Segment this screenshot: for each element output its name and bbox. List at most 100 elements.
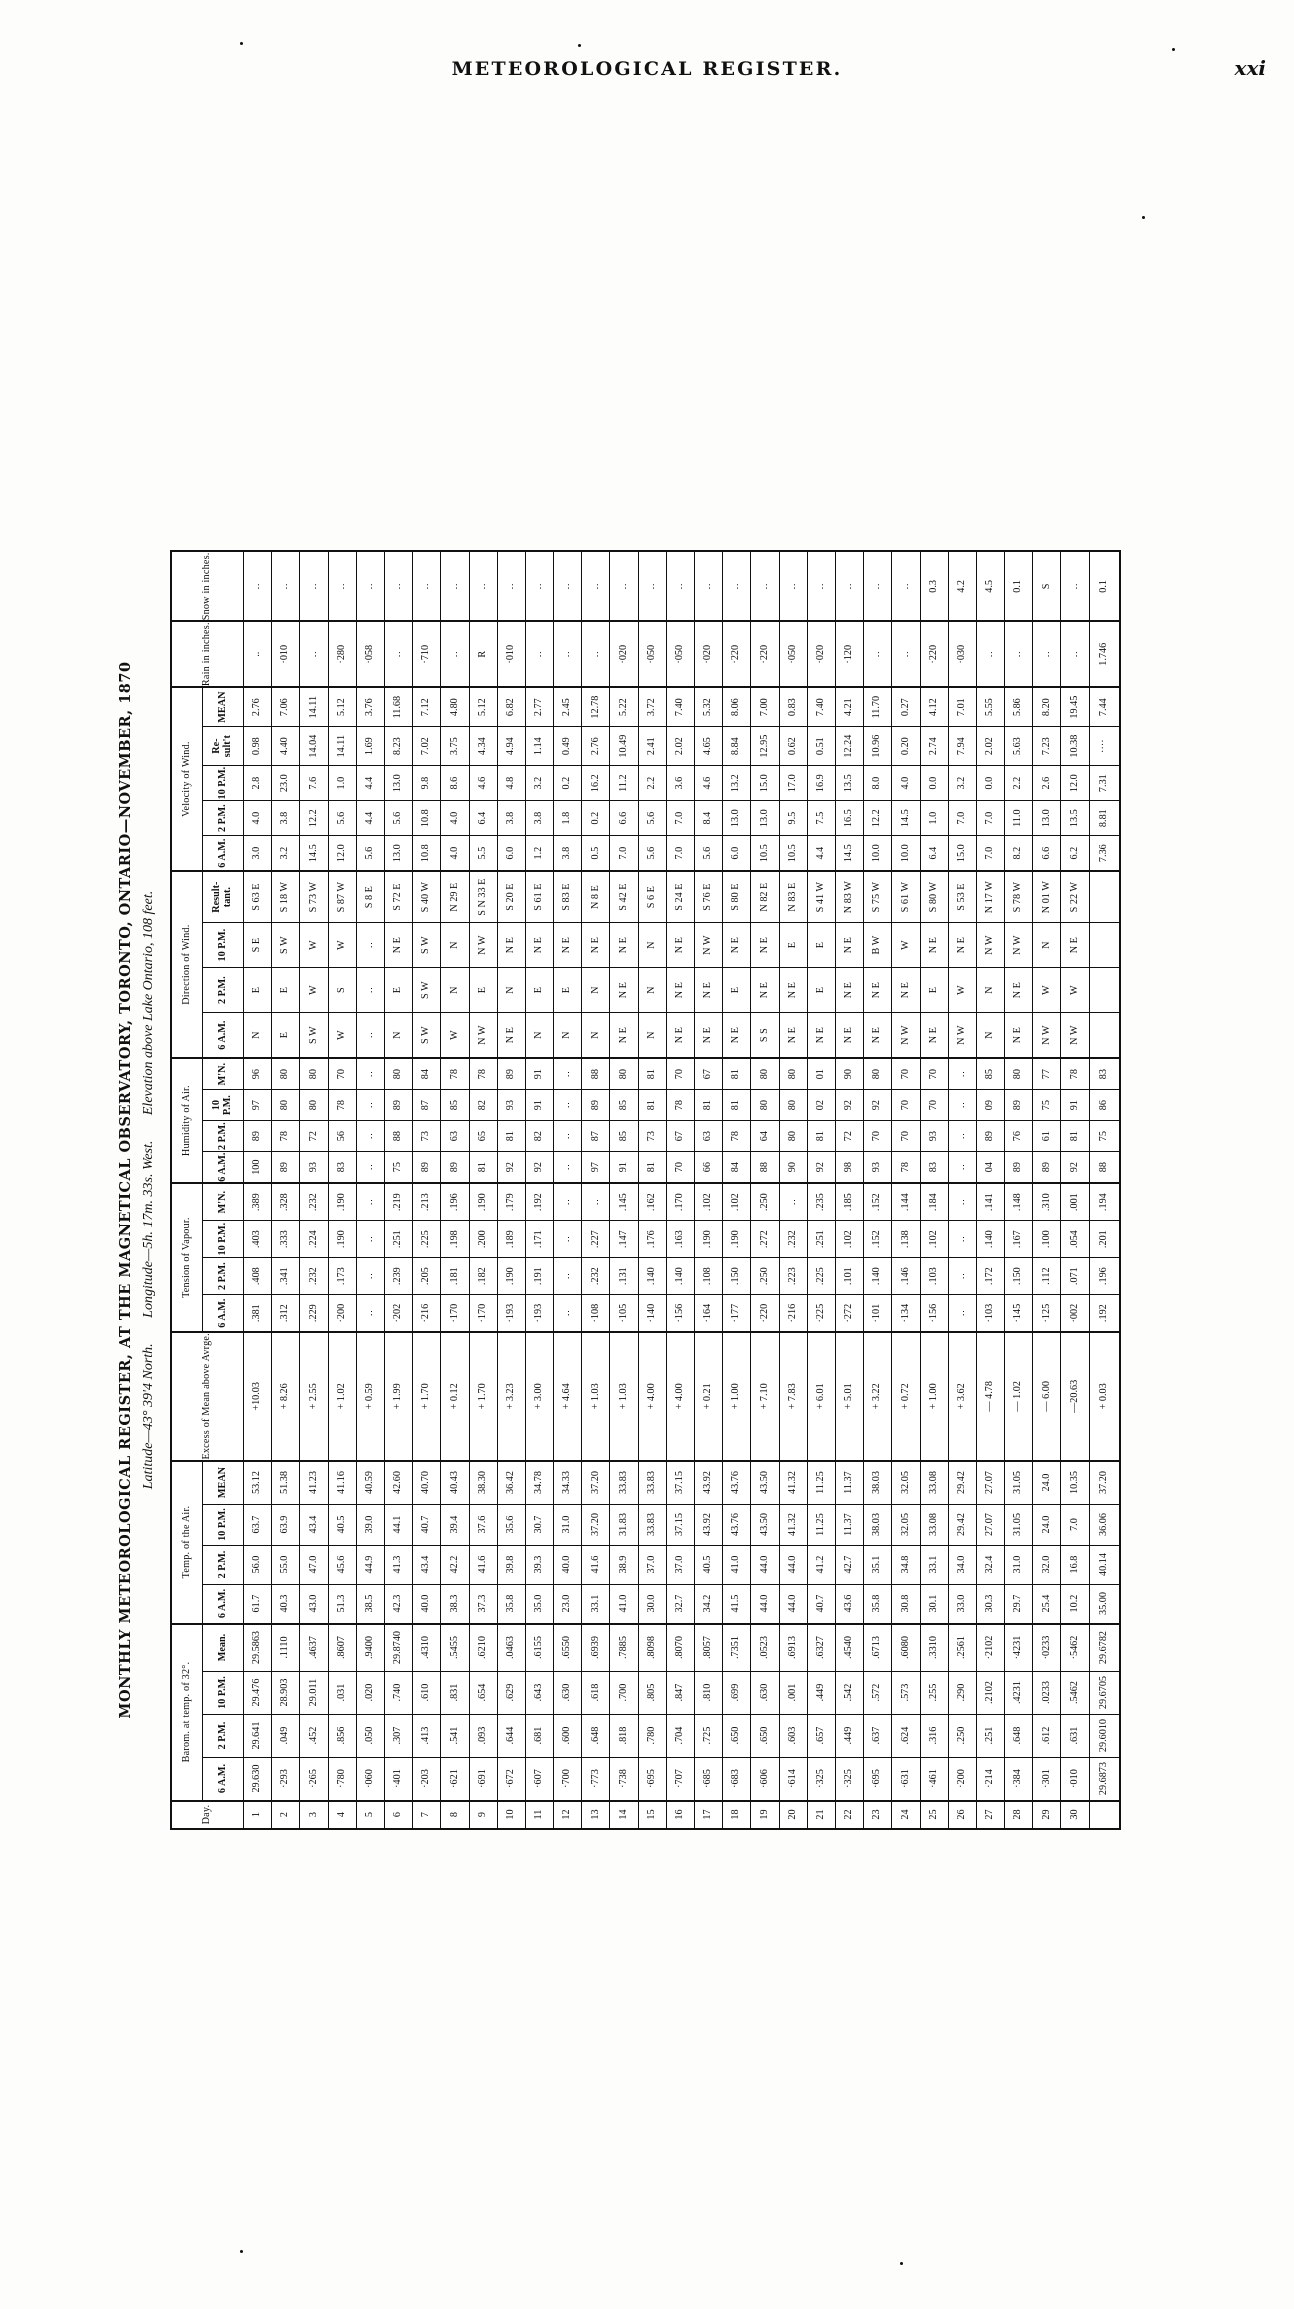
summary-cell: 29.6705 xyxy=(1089,1671,1120,1715)
table-cell: S 18 W xyxy=(271,871,300,923)
table-cell: ‥ xyxy=(553,1257,582,1295)
table-cell: 39.3 xyxy=(525,1545,554,1585)
table-cell: ‥ xyxy=(553,1058,582,1090)
summary-cell: 7.31 xyxy=(1089,765,1120,801)
table-cell: 63 xyxy=(440,1120,469,1152)
table-cell: .700 xyxy=(609,1671,639,1715)
table-cell: ·695 xyxy=(863,1757,892,1801)
table-cell: N 82 E xyxy=(750,871,780,923)
table-cell: ‥ xyxy=(299,551,329,622)
table-cell: ‥ xyxy=(469,551,498,622)
table-cell: .542 xyxy=(835,1671,864,1715)
latitude-text: Latitude—43° 39'4 North. xyxy=(141,1343,156,1490)
table-cell: 1.2 xyxy=(525,835,554,872)
table-cell: ·120 xyxy=(835,621,864,688)
table-cell: 81 xyxy=(638,1058,667,1090)
table-cell: 70 xyxy=(891,1058,920,1090)
table-cell: 12.95 xyxy=(750,726,780,766)
table-cell: 40.5 xyxy=(328,1504,357,1546)
table-cell: ‥ xyxy=(384,621,413,688)
table-cell: ‥ xyxy=(356,1058,385,1090)
table-cell: 67 xyxy=(694,1058,723,1090)
table-cell: 97 xyxy=(581,1151,610,1184)
table-cell: ‥ xyxy=(863,621,892,688)
table-cell: S 20 E xyxy=(497,871,526,923)
table-cell: 39.8 xyxy=(497,1545,526,1585)
table-row: 26·200.250.290.2561 33.0 34.0 29.42 29.42 + 3… xyxy=(948,551,977,1829)
sub-tension-mn: M'N. xyxy=(202,1183,244,1221)
table-cell: ‥ xyxy=(553,621,582,688)
table-cell: ‥ xyxy=(299,621,329,688)
table-cell: 78 xyxy=(328,1089,357,1121)
table-cell: 7.06 xyxy=(271,687,300,727)
table-cell: 80 xyxy=(299,1058,329,1090)
table-cell: .4231 xyxy=(1004,1671,1033,1715)
table-cell: ·193 xyxy=(497,1294,526,1333)
table-cell: ‥ xyxy=(356,1151,385,1184)
table-cell: N E xyxy=(835,922,864,968)
table-cell: .572 xyxy=(863,1671,892,1715)
table-cell: 33.83 xyxy=(609,1460,639,1505)
table-cell: .173 xyxy=(328,1257,357,1295)
table-cell: .190 xyxy=(328,1183,357,1221)
table-cell: .150 xyxy=(1004,1257,1033,1295)
table-row: 24·631.624.573.6080 30.8 34.8 32.05 32.05 + 0… xyxy=(891,551,920,1829)
sub-vel-2pm: 2 P.M. xyxy=(202,800,244,836)
table-cell: 56 xyxy=(328,1120,357,1152)
table-cell: E xyxy=(920,967,949,1013)
table-cell: 41.0 xyxy=(609,1584,639,1624)
table-cell: .250 xyxy=(750,1257,780,1295)
sub-temp-mean: MEAN xyxy=(202,1460,244,1505)
table-cell: 6.6 xyxy=(1032,835,1061,872)
table-cell: N E xyxy=(722,922,751,968)
table-cell: B W xyxy=(863,922,892,968)
table-cell: ‥ xyxy=(356,1257,385,1295)
summary-cell xyxy=(1089,922,1120,968)
summary-cell: .192 xyxy=(1089,1294,1120,1333)
table-cell: 80 xyxy=(299,1089,329,1121)
table-cell: 12.24 xyxy=(835,726,864,766)
table-cell: ·614 xyxy=(779,1757,808,1801)
table-cell: .049 xyxy=(271,1714,300,1758)
table-cell: ·384 xyxy=(1004,1757,1033,1801)
table-cell: N E xyxy=(1004,1012,1033,1059)
table-cell: N xyxy=(976,1012,1005,1059)
table-cell: 1.0 xyxy=(328,765,357,801)
table-cell: 33.08 xyxy=(920,1460,949,1505)
table-cell: .152 xyxy=(863,1183,892,1221)
table-cell: 88 xyxy=(384,1120,413,1152)
table-cell: 38.9 xyxy=(609,1545,639,1585)
table-cell: 4.0 xyxy=(243,800,272,836)
table-cell: N W xyxy=(948,1012,977,1059)
table-cell: .5455 xyxy=(440,1623,469,1672)
table-cell: 87 xyxy=(412,1089,441,1121)
table-cell: .6210 xyxy=(469,1623,498,1672)
table-cell: 0.20 xyxy=(891,726,920,766)
table-cell: .805 xyxy=(638,1671,667,1715)
table-cell: .232 xyxy=(299,1183,329,1221)
table-cell: .290 xyxy=(948,1671,977,1715)
sub-vel-10pm: 10 P.M. xyxy=(202,765,244,801)
table-cell: 3.8 xyxy=(525,800,554,836)
table-cell: 8.84 xyxy=(722,726,751,766)
table-cell: .225 xyxy=(807,1257,836,1295)
table-cell: ·164 xyxy=(694,1294,723,1333)
table-cell: 37.0 xyxy=(638,1545,667,1585)
table-cell: 11.37 xyxy=(835,1460,864,1505)
table-cell: .328 xyxy=(271,1183,300,1221)
table-cell: N E xyxy=(807,1012,836,1059)
table-cell: 1.8 xyxy=(553,800,582,836)
ink-speck xyxy=(1142,216,1145,219)
table-cell: 29.42 xyxy=(948,1460,977,1505)
table-cell: 5.6 xyxy=(328,800,357,836)
table-cell: N xyxy=(440,967,469,1013)
table-cell: 12.2 xyxy=(863,800,892,836)
table-cell: 97 xyxy=(243,1089,272,1121)
table-cell: + 1.03 xyxy=(581,1332,610,1461)
table-cell: 4.80 xyxy=(440,687,469,727)
table-cell: 44.0 xyxy=(779,1545,808,1585)
table-cell: ·170 xyxy=(469,1294,498,1333)
table-cell: .181 xyxy=(440,1257,469,1295)
table-cell: .0233 xyxy=(1032,1671,1061,1715)
table-cell: ·325 xyxy=(835,1757,864,1801)
